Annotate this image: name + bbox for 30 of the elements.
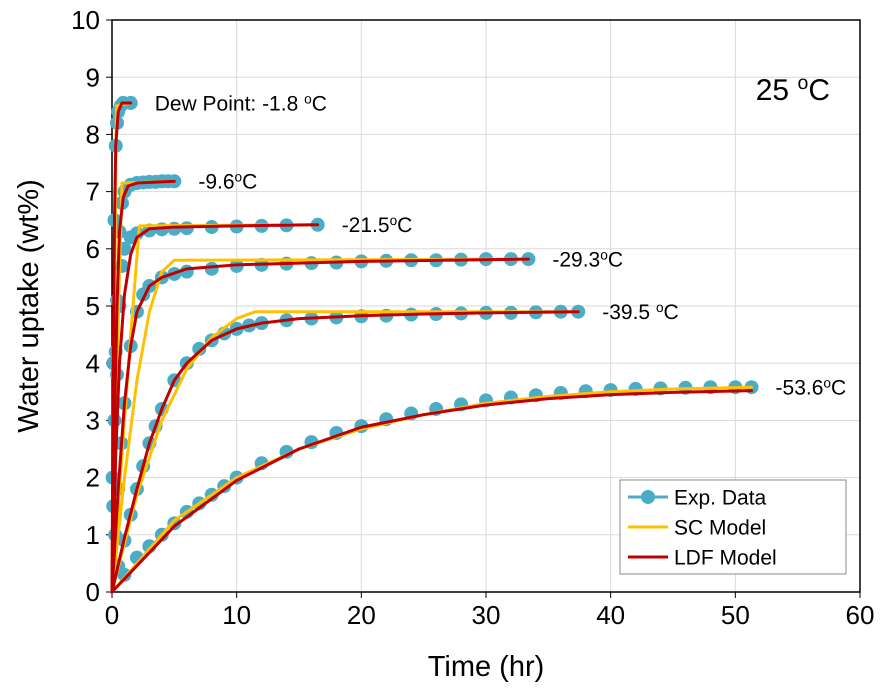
- annotation: -9.6$^{o}$C: [198, 169, 258, 194]
- annotation: Dew Point: -1.8 $^{o}$C: [154, 90, 327, 116]
- annotation: 25 $^{o}$C: [756, 72, 830, 107]
- y-tick-label: 4: [86, 348, 100, 378]
- x-tick-label: 20: [346, 600, 376, 630]
- y-tick-label: 7: [86, 176, 100, 207]
- y-tick-label: 5: [86, 291, 100, 322]
- x-tick-label: 60: [846, 600, 874, 630]
- legend-label: SC Model: [674, 516, 766, 540]
- y-tick-label: 10: [71, 5, 100, 36]
- y-tick-label: 8: [86, 120, 100, 150]
- x-tick-label: 30: [472, 600, 500, 630]
- y-tick-label: 2: [86, 462, 100, 493]
- annotation: -29.3$^{o}$C: [552, 246, 624, 272]
- y-tick-label: 6: [86, 234, 100, 264]
- y-tick-label: 0: [86, 577, 100, 608]
- annotation: -53.6$^{o}$C: [776, 375, 846, 400]
- x-tick-label: 40: [596, 600, 626, 630]
- legend-label: Exp. Data: [674, 486, 767, 510]
- x-axis-title: Time (hr): [428, 651, 544, 683]
- annotation: -39.5 $^{o}$C: [602, 300, 679, 324]
- annotation: -21.5$^{o}$C: [342, 212, 412, 238]
- y-tick-label: 1: [86, 520, 100, 550]
- x-tick-label: 10: [222, 600, 252, 630]
- y-tick-label: 9: [86, 62, 100, 92]
- x-tick-label: 50: [720, 600, 750, 630]
- x-tick-label: 0: [104, 600, 120, 630]
- y-axis-title: Water uptake (wt%): [13, 179, 45, 433]
- legend-label: LDF Model: [674, 546, 777, 570]
- y-tick-label: 3: [86, 406, 100, 436]
